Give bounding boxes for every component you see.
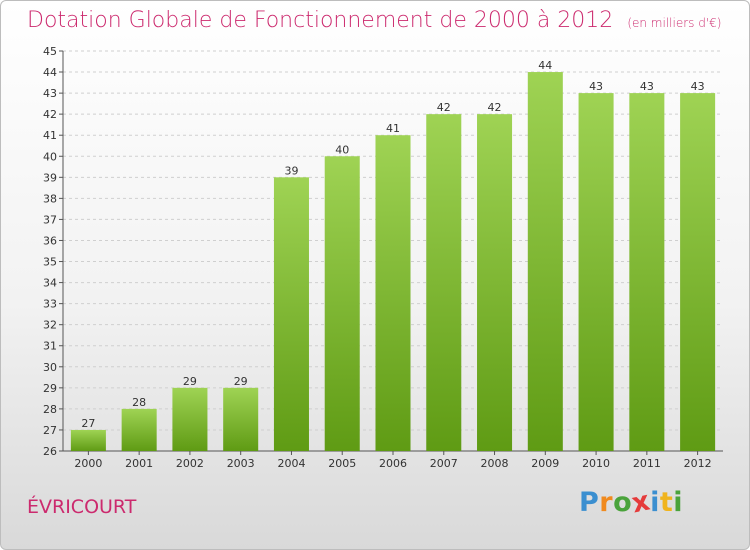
y-tick-label: 36	[43, 234, 57, 247]
x-tick-label: 2008	[481, 457, 509, 470]
bar	[629, 93, 665, 452]
x-tick-label: 2000	[74, 457, 102, 470]
x-tick-label: 2009	[531, 457, 559, 470]
x-tick-label: 2005	[328, 457, 356, 470]
y-tick-label: 33	[43, 298, 57, 311]
bar	[426, 114, 462, 451]
x-tick-label: 2003	[227, 457, 255, 470]
y-tick-label: 43	[43, 87, 57, 100]
data-label: 44	[538, 59, 552, 72]
labels: 26 27 28 29 30 31 32 33 34 35 36 37 38 39 40 41 42 43 44 45…	[43, 45, 712, 470]
bars	[70, 72, 716, 452]
data-label: 41	[386, 122, 400, 135]
y-tick-label: 35	[43, 256, 57, 269]
bar	[223, 387, 259, 451]
logo-letter: o	[613, 487, 633, 518]
y-tick-label: 26	[43, 445, 57, 458]
bar	[324, 156, 360, 451]
logo-letter: i	[673, 487, 684, 518]
place-name: ÉVRICOURT	[27, 496, 137, 518]
y-tick-label: 41	[43, 129, 57, 142]
x-tick-label: 2011	[633, 457, 661, 470]
y-tick-label: 39	[43, 171, 57, 184]
chart-title-text: Dotation Globale de Fonctionnement de 20…	[27, 8, 614, 33]
y-tick-label: 44	[43, 66, 57, 79]
bar	[527, 72, 563, 451]
x-tick-label: 2010	[582, 457, 610, 470]
logo-letter: r	[599, 487, 614, 518]
y-tick-label: 27	[43, 424, 57, 437]
y-tick-label: 31	[43, 340, 57, 353]
chart-subtitle: (en milliers d'€)	[627, 16, 722, 30]
x-tick-label: 2002	[176, 457, 204, 470]
bar	[477, 114, 513, 451]
x-tick-label: 2001	[125, 457, 153, 470]
data-label: 43	[640, 80, 654, 93]
bar	[121, 408, 157, 451]
bar	[172, 387, 208, 451]
y-tick-label: 40	[43, 150, 57, 163]
chart-title: Dotation Globale de Fonctionnement de 20…	[27, 8, 721, 33]
data-label: 43	[691, 80, 705, 93]
data-label: 42	[437, 101, 451, 114]
x-tick-label: 2012	[684, 457, 712, 470]
x-tick-label: 2006	[379, 457, 407, 470]
x-tick-label: 2007	[430, 457, 458, 470]
bar	[680, 93, 716, 452]
y-tick-label: 30	[43, 361, 57, 374]
data-label: 42	[488, 101, 502, 114]
bar	[375, 135, 411, 452]
y-tick-label: 37	[43, 213, 57, 226]
y-tick-label: 34	[43, 277, 57, 290]
data-label: 29	[234, 375, 248, 388]
data-label: 28	[132, 396, 146, 409]
data-label: 40	[335, 143, 349, 156]
y-tick-label: 45	[43, 45, 57, 58]
y-tick-label: 42	[43, 108, 57, 121]
bar	[578, 93, 614, 452]
y-tick-label: 28	[43, 403, 57, 416]
data-label: 43	[589, 80, 603, 93]
y-tick-label: 38	[43, 192, 57, 205]
logo-letter: t	[659, 487, 674, 518]
y-tick-label: 29	[43, 382, 57, 395]
logo-letter: P	[579, 487, 600, 518]
data-label: 29	[183, 375, 197, 388]
bar	[70, 429, 106, 451]
data-label: 39	[284, 164, 298, 177]
proxiti-logo[interactable]: Proxiti	[579, 485, 684, 519]
bar	[273, 177, 309, 451]
data-label: 27	[81, 417, 95, 430]
x-tick-label: 2004	[277, 457, 305, 470]
logo-letter: i	[650, 487, 660, 518]
y-tick-label: 32	[43, 319, 57, 332]
